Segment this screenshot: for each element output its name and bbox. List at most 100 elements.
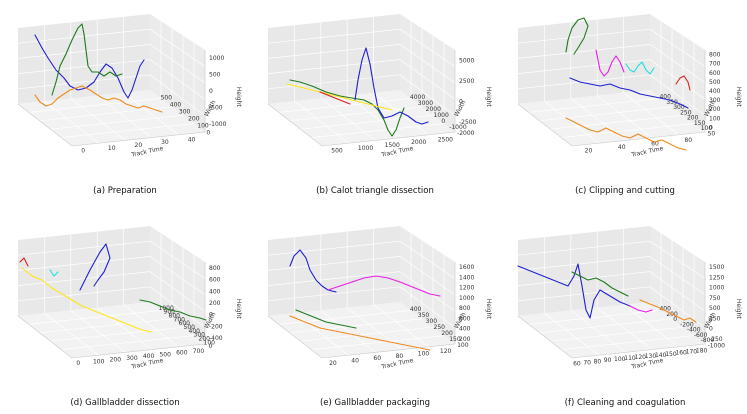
y-tick-label: 400 [170, 102, 182, 109]
z-tick-label: 5000 [459, 57, 474, 64]
trace-blue [289, 249, 337, 293]
y-tick-label: 150 [694, 120, 706, 127]
gridline [399, 256, 456, 296]
y-tick-label: 300 [673, 104, 685, 111]
y-tick-label: 400 [659, 94, 671, 101]
z-tick-label: 300 [709, 97, 721, 104]
z-axis-label: Height [485, 299, 492, 319]
trace-yellow [21, 267, 153, 333]
gridline [649, 74, 706, 116]
panel-caption: (d) Gallbladder dissection [70, 398, 179, 408]
z-tick-label: 800 [209, 265, 221, 272]
gridline [267, 240, 401, 256]
gridline [267, 74, 401, 90]
floor-pane [518, 302, 705, 358]
gridline [17, 44, 151, 59]
y-tick-label: 0 [441, 118, 445, 125]
panel-caption: (f) Cleaning and coagulation [565, 398, 686, 408]
gridline [373, 92, 429, 136]
trace-red [675, 75, 691, 91]
panel-caption: (c) Clipping and cutting [575, 186, 675, 196]
gridline [649, 256, 706, 296]
gridline [399, 286, 456, 328]
z-tick-label: 0 [209, 88, 213, 95]
gridline [61, 335, 195, 350]
gridline [399, 271, 456, 312]
gridline [278, 310, 412, 325]
gridline [17, 240, 151, 256]
y-tick-label: 400 [410, 306, 422, 313]
z-tick-label: 1000 [709, 285, 724, 292]
x-tick-label: 1500 [385, 142, 400, 149]
gridline [267, 256, 401, 271]
z-tick-label: 200 [709, 106, 721, 113]
x-tick-label: 400 [143, 353, 155, 360]
x-tick-label: 30 [161, 139, 169, 146]
gridline [649, 44, 706, 84]
floor-pane [18, 302, 205, 358]
gridline [267, 271, 401, 286]
z-tick-label: -500 [209, 104, 223, 111]
back-pane [268, 14, 400, 104]
box-edge [17, 50, 206, 147]
box-edge [17, 262, 206, 359]
y-tick-label: -800 [701, 337, 715, 344]
x-tick-label: 10 [108, 145, 116, 152]
z-axis-label: Height [485, 87, 492, 107]
x-tick-label: 70 [583, 359, 591, 366]
z-tick-label: 1000 [459, 295, 474, 302]
gridline [96, 95, 153, 138]
trace-orange [639, 299, 697, 323]
gridline [596, 307, 653, 350]
box-edge [517, 50, 706, 147]
gridline [649, 286, 706, 328]
gridline [149, 28, 206, 67]
gridline [517, 28, 651, 44]
z-tick-label: 600 [709, 70, 721, 77]
gridline [544, 312, 599, 356]
z-tick-label: 600 [209, 277, 221, 284]
gridline [399, 44, 456, 84]
gridline [149, 74, 206, 116]
gridline [570, 310, 626, 353]
x-tick-label: 500 [331, 148, 343, 155]
trace-green [51, 23, 123, 96]
gridline [517, 286, 651, 302]
gridline [623, 304, 679, 348]
z-tick-label: 800 [459, 305, 471, 312]
gridline [399, 74, 456, 116]
y-tick-label: 2000 [426, 106, 441, 113]
trace-blue [569, 77, 689, 109]
z-axis-label: Height [235, 87, 242, 107]
z-tick-label: 800 [709, 52, 721, 59]
gridline [17, 256, 151, 271]
gridline [550, 326, 684, 342]
x-tick-label: 110 [624, 355, 636, 362]
x-tick-label: 700 [193, 348, 205, 355]
floor-pane [268, 90, 455, 146]
side-pane [150, 226, 205, 344]
gridline [44, 100, 99, 144]
y-tick-label: 700 [174, 316, 186, 323]
gridline [289, 106, 423, 122]
gridline [149, 59, 206, 100]
y-tick-label: 100 [204, 339, 216, 346]
box-edge [267, 50, 456, 147]
z-tick-label: 1400 [459, 274, 474, 281]
gridline [149, 256, 206, 296]
trace-green [571, 271, 629, 297]
gridline [399, 28, 456, 67]
y-tick-label: 100 [701, 125, 713, 132]
gridline [649, 240, 706, 279]
y-tick-label: 200 [441, 330, 453, 337]
gridline [50, 326, 184, 342]
y-tick-label: -200 [680, 321, 694, 328]
y-tick-label: 350 [666, 99, 678, 106]
y-tick-label: 350 [418, 312, 430, 319]
x-tick-label: 1000 [358, 145, 373, 152]
z-tick-label: 1500 [709, 264, 724, 271]
gridline [61, 123, 195, 138]
chart-panel-0: 0 10 20 30 400100200300400500-1000-500050010… [17, 14, 242, 196]
gridline [517, 256, 651, 271]
